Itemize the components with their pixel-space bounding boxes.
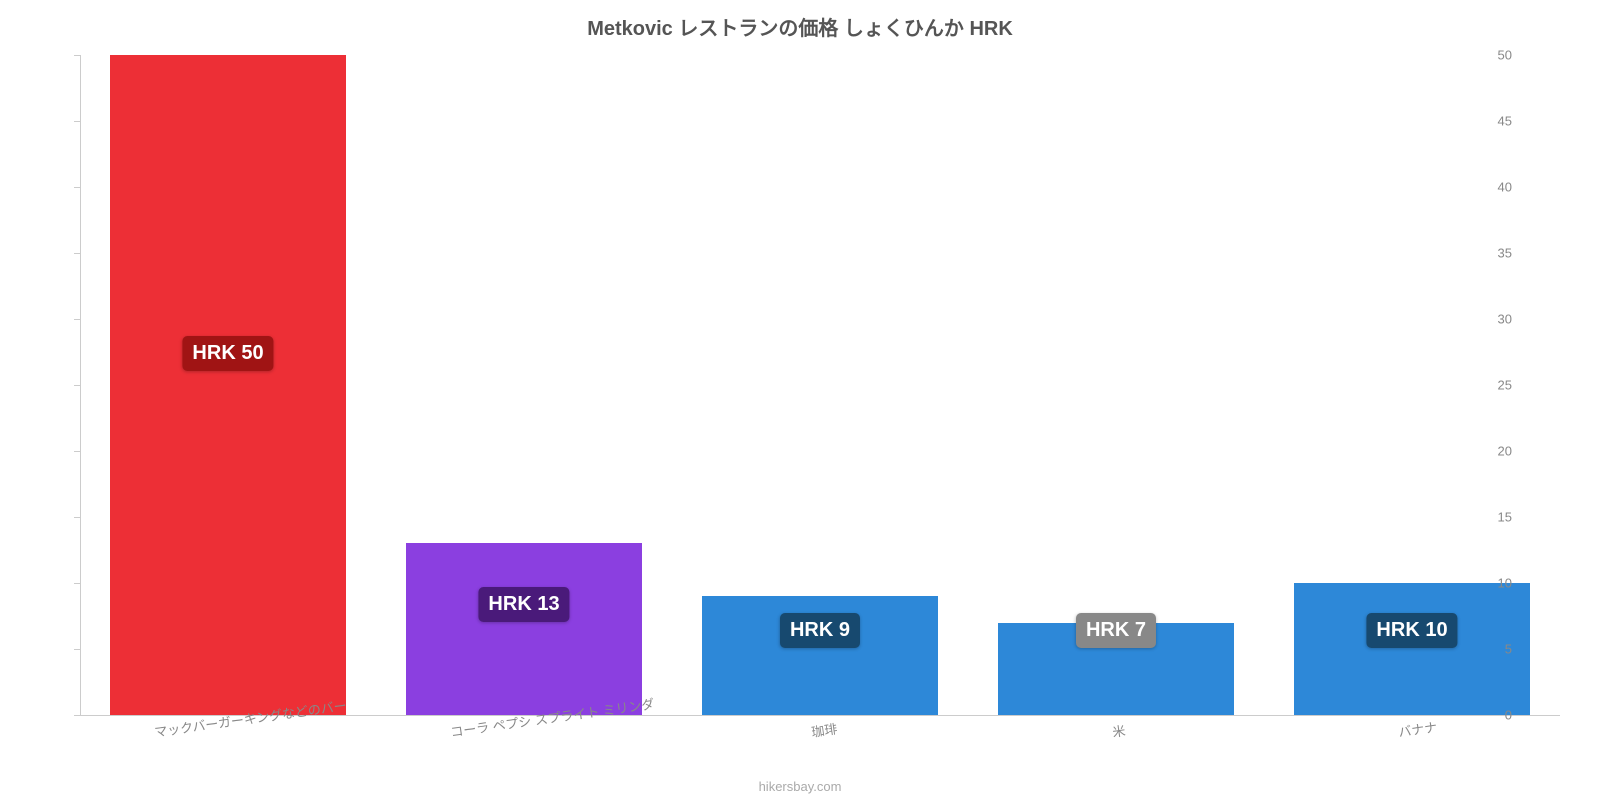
y-tick-label: 50: [1498, 48, 1512, 63]
bar: [406, 543, 643, 715]
bar: [1294, 583, 1531, 715]
y-tick-mark: [74, 517, 80, 518]
y-tick-mark: [74, 253, 80, 254]
y-tick-mark: [74, 451, 80, 452]
y-tick-mark: [74, 583, 80, 584]
y-tick-mark: [74, 385, 80, 386]
value-badge: HRK 13: [478, 587, 569, 622]
y-tick-label: 15: [1498, 510, 1512, 525]
bar: [110, 55, 347, 715]
y-tick-label: 25: [1498, 378, 1512, 393]
attribution-text: hikersbay.com: [0, 779, 1600, 794]
value-badge: HRK 7: [1076, 613, 1156, 648]
y-tick-label: 30: [1498, 312, 1512, 327]
value-badge: HRK 50: [182, 336, 273, 371]
y-tick-label: 10: [1498, 576, 1512, 591]
y-tick-mark: [74, 187, 80, 188]
x-axis-label: 米: [1111, 720, 1127, 741]
y-tick-label: 0: [1505, 708, 1512, 723]
y-tick-label: 40: [1498, 180, 1512, 195]
y-tick-label: 45: [1498, 114, 1512, 129]
x-axis-label: 珈琲: [810, 718, 838, 740]
y-tick-label: 5: [1505, 642, 1512, 657]
value-badge: HRK 9: [780, 613, 860, 648]
x-axis-label: バナナ: [1397, 717, 1438, 741]
y-tick-label: 20: [1498, 444, 1512, 459]
chart-title: Metkovic レストランの価格 しょくひんか HRK: [0, 12, 1600, 41]
y-tick-label: 35: [1498, 246, 1512, 261]
y-tick-mark: [74, 121, 80, 122]
y-tick-mark: [74, 55, 80, 56]
y-tick-mark: [74, 715, 80, 716]
y-tick-mark: [74, 649, 80, 650]
value-badge: HRK 10: [1366, 613, 1457, 648]
bar-chart: Metkovic レストランの価格 しょくひんか HRK 0 5 10 15 20 25 3…: [0, 0, 1600, 800]
y-tick-mark: [74, 319, 80, 320]
